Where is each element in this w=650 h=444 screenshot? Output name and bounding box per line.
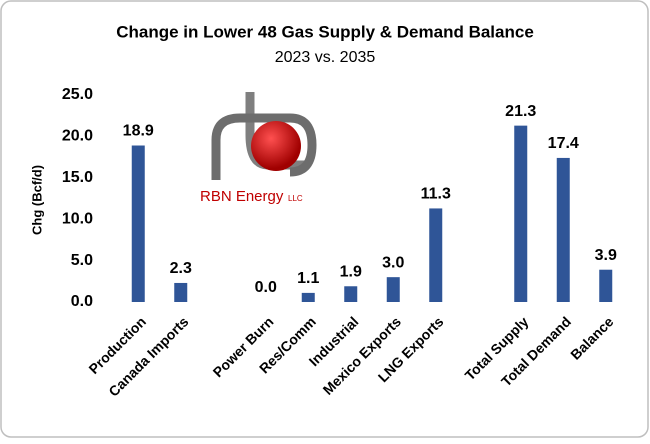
- bar: [301, 292, 315, 302]
- data-label: 0.0: [255, 279, 277, 296]
- chart-subtitle: 2023 vs. 2035: [275, 49, 376, 66]
- data-label: 17.4: [548, 135, 579, 152]
- y-tick-label: 25.0: [62, 86, 93, 103]
- bar: [599, 269, 613, 302]
- bar: [174, 282, 188, 302]
- data-label: 2.3: [170, 260, 192, 277]
- y-tick-label: 15.0: [62, 169, 93, 186]
- data-label: 1.9: [340, 263, 362, 280]
- logo-suffix: LLC: [288, 194, 303, 203]
- y-axis-label: Chg (Bcf/d): [29, 165, 44, 235]
- bar: [429, 208, 443, 302]
- data-label: 3.0: [382, 254, 404, 271]
- data-label: 11.3: [421, 186, 451, 203]
- data-label: 1.1: [297, 270, 319, 287]
- logo-pipe: [211, 113, 317, 180]
- bar: [386, 277, 400, 302]
- data-label: 18.9: [123, 123, 154, 140]
- bar: [514, 125, 528, 302]
- y-tick-label: 20.0: [62, 128, 93, 145]
- chart-title: Change in Lower 48 Gas Supply & Demand B…: [116, 22, 534, 41]
- y-tick-label: 10.0: [62, 210, 93, 227]
- logo: RBN Energy LLC: [200, 92, 317, 205]
- data-label: 3.9: [595, 247, 617, 264]
- logo-sphere: [251, 121, 301, 171]
- data-label: 21.3: [505, 103, 536, 120]
- y-tick-label: 5.0: [71, 252, 93, 269]
- y-tick-label: 0.0: [71, 293, 93, 310]
- bar: [131, 145, 145, 302]
- logo-name: RBN Energy: [200, 188, 284, 205]
- bar: [556, 157, 570, 302]
- bar: [344, 286, 358, 302]
